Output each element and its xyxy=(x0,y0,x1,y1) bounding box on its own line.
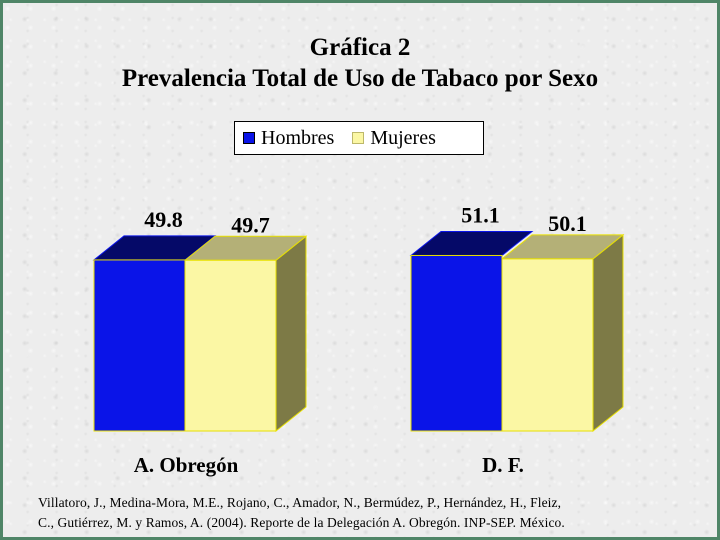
bar-side-1 xyxy=(592,233,624,433)
bar-side-0 xyxy=(275,235,307,433)
legend-label-hombres: Hombres xyxy=(261,126,335,149)
value-label-hombres-1: 51.1 xyxy=(461,202,500,227)
legend-swatch-hombres xyxy=(243,132,255,144)
legend-swatch-mujeres xyxy=(352,132,365,144)
citation: Villatoro, J., Medina-Mora, M.E., Rojano… xyxy=(38,493,688,533)
bar-hombres-1 xyxy=(410,254,503,432)
value-label-hombres-0: 49.8 xyxy=(144,207,183,232)
value-label-mujeres-0: 49.7 xyxy=(231,212,270,237)
bar-mujeres-0 xyxy=(184,259,277,432)
legend-item-hombres: Hombres xyxy=(243,127,334,150)
chart-subtitle: Prevalencia Total de Uso de Tabaco por S… xyxy=(121,65,599,92)
bar-mujeres-1 xyxy=(501,258,594,432)
category-label-1: D. F. xyxy=(482,453,524,477)
chart-title: Gráfica 2 xyxy=(309,34,411,61)
citation-line-2: C., Gutiérrez, M. y Ramos, A. (2004). Re… xyxy=(38,515,565,530)
legend-label-mujeres: Mujeres xyxy=(370,126,436,149)
chart-legend: Hombres Mujeres xyxy=(234,121,484,155)
bar-hombres-0 xyxy=(93,259,186,432)
legend-item-mujeres: Mujeres xyxy=(352,127,436,150)
category-label-0: A. Obregón xyxy=(134,453,239,477)
chart-title-block: Gráfica 2 Prevalencia Total de Uso de Ta… xyxy=(0,32,720,94)
value-label-mujeres-1: 50.1 xyxy=(548,211,587,236)
citation-line-1: Villatoro, J., Medina-Mora, M.E., Rojano… xyxy=(38,495,562,510)
